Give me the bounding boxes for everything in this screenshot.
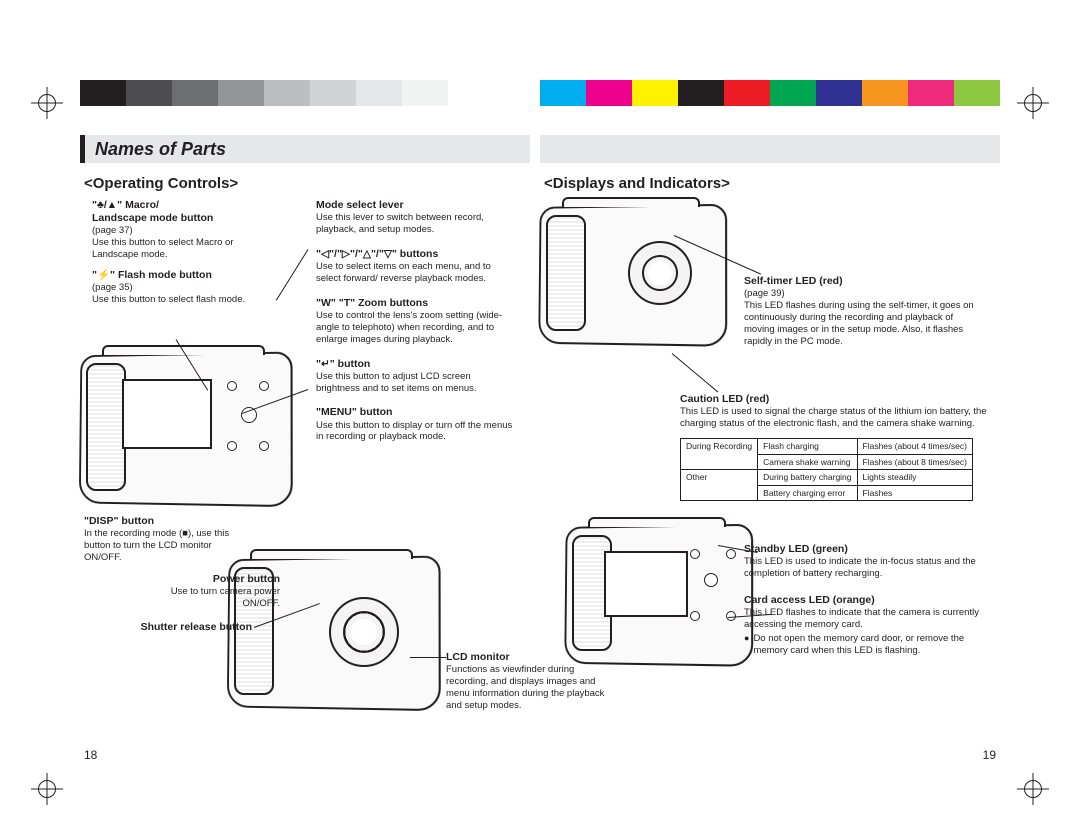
entry-flash: "⚡" Flash mode button(page 35)Use this b… xyxy=(92,269,252,306)
leader-line xyxy=(410,657,446,658)
page-number-left: 18 xyxy=(84,748,97,762)
entry-cardaccess: Card access LED (orange) This LED flashe… xyxy=(744,594,984,657)
entry-caution: Caution LED (red)This LED is used to sig… xyxy=(680,393,990,430)
leader-line xyxy=(176,339,209,390)
caution-led-table: During RecordingFlash chargingFlashes (a… xyxy=(680,438,973,502)
entry-disp: "DISP" buttonIn the recording mode (■), … xyxy=(84,515,244,564)
leader-line xyxy=(242,389,308,414)
entry-arrows: "◁"/"▷"/"△"/"▽" buttonsUse to select ite… xyxy=(316,248,516,285)
entry-power: Power buttonUse to turn camera power ON/… xyxy=(150,573,280,610)
entry-macro: "♣/▲" Macro/Landscape mode button(page 3… xyxy=(92,199,252,261)
registration-mark-bl xyxy=(32,774,62,804)
entry-zoom: "W" "T" Zoom buttonsUse to control the l… xyxy=(316,297,516,346)
camera-front-illustration-2 xyxy=(536,205,726,345)
entry-modelever: Mode select leverUse this lever to switc… xyxy=(316,199,516,236)
left-section-title: <Operating Controls> xyxy=(84,175,524,194)
entry-selftimer: Self-timer LED (red)(page 39)This LED fl… xyxy=(744,275,984,348)
entry-enter: "↵" buttonUse this button to adjust LCD … xyxy=(316,358,516,395)
color-calibration-bar xyxy=(80,80,1000,106)
leader-line xyxy=(672,353,719,392)
registration-mark-tr xyxy=(1018,88,1048,118)
right-section-title: <Displays and Indicators> xyxy=(544,175,984,194)
entry-menu: "MENU" buttonUse this button to display … xyxy=(316,406,516,443)
camera-back-illustration xyxy=(76,353,291,505)
registration-mark-br xyxy=(1018,774,1048,804)
page-number-right: 19 xyxy=(983,748,996,762)
section-header-right xyxy=(540,135,1000,163)
entry-lcd: LCD monitorFunctions as viewfinder durin… xyxy=(446,651,616,712)
section-header: Names of Parts xyxy=(80,135,530,163)
page-right: <Displays and Indicators> Self-timer LED… xyxy=(544,175,984,200)
entry-standby: Standby LED (green)This LED is used to i… xyxy=(744,543,984,580)
leader-line xyxy=(674,235,761,275)
entry-shutter: Shutter release button xyxy=(102,621,252,634)
registration-mark-tl xyxy=(32,88,62,118)
leader-line xyxy=(276,249,309,300)
page-left: <Operating Controls> "♣/▲" Macro/Landsca… xyxy=(84,175,524,200)
